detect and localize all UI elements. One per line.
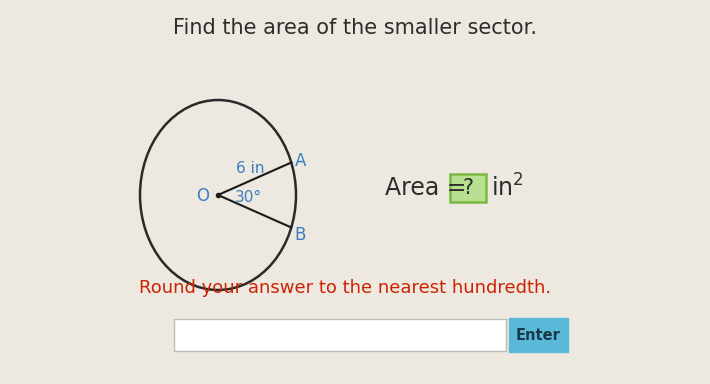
- Text: B: B: [295, 227, 306, 245]
- Text: Find the area of the smaller sector.: Find the area of the smaller sector.: [173, 18, 537, 38]
- Text: in$^2$: in$^2$: [491, 174, 524, 202]
- Text: 6 in: 6 in: [236, 161, 264, 175]
- Text: 30°: 30°: [234, 190, 261, 205]
- Text: Area =: Area =: [385, 176, 474, 200]
- Text: ?: ?: [462, 178, 474, 198]
- FancyBboxPatch shape: [509, 318, 568, 352]
- Text: Round your answer to the nearest hundredth.: Round your answer to the nearest hundred…: [139, 279, 551, 297]
- FancyBboxPatch shape: [174, 319, 506, 351]
- FancyBboxPatch shape: [450, 174, 486, 202]
- Text: Enter: Enter: [516, 328, 561, 343]
- Text: O: O: [197, 187, 209, 205]
- Text: A: A: [295, 152, 306, 169]
